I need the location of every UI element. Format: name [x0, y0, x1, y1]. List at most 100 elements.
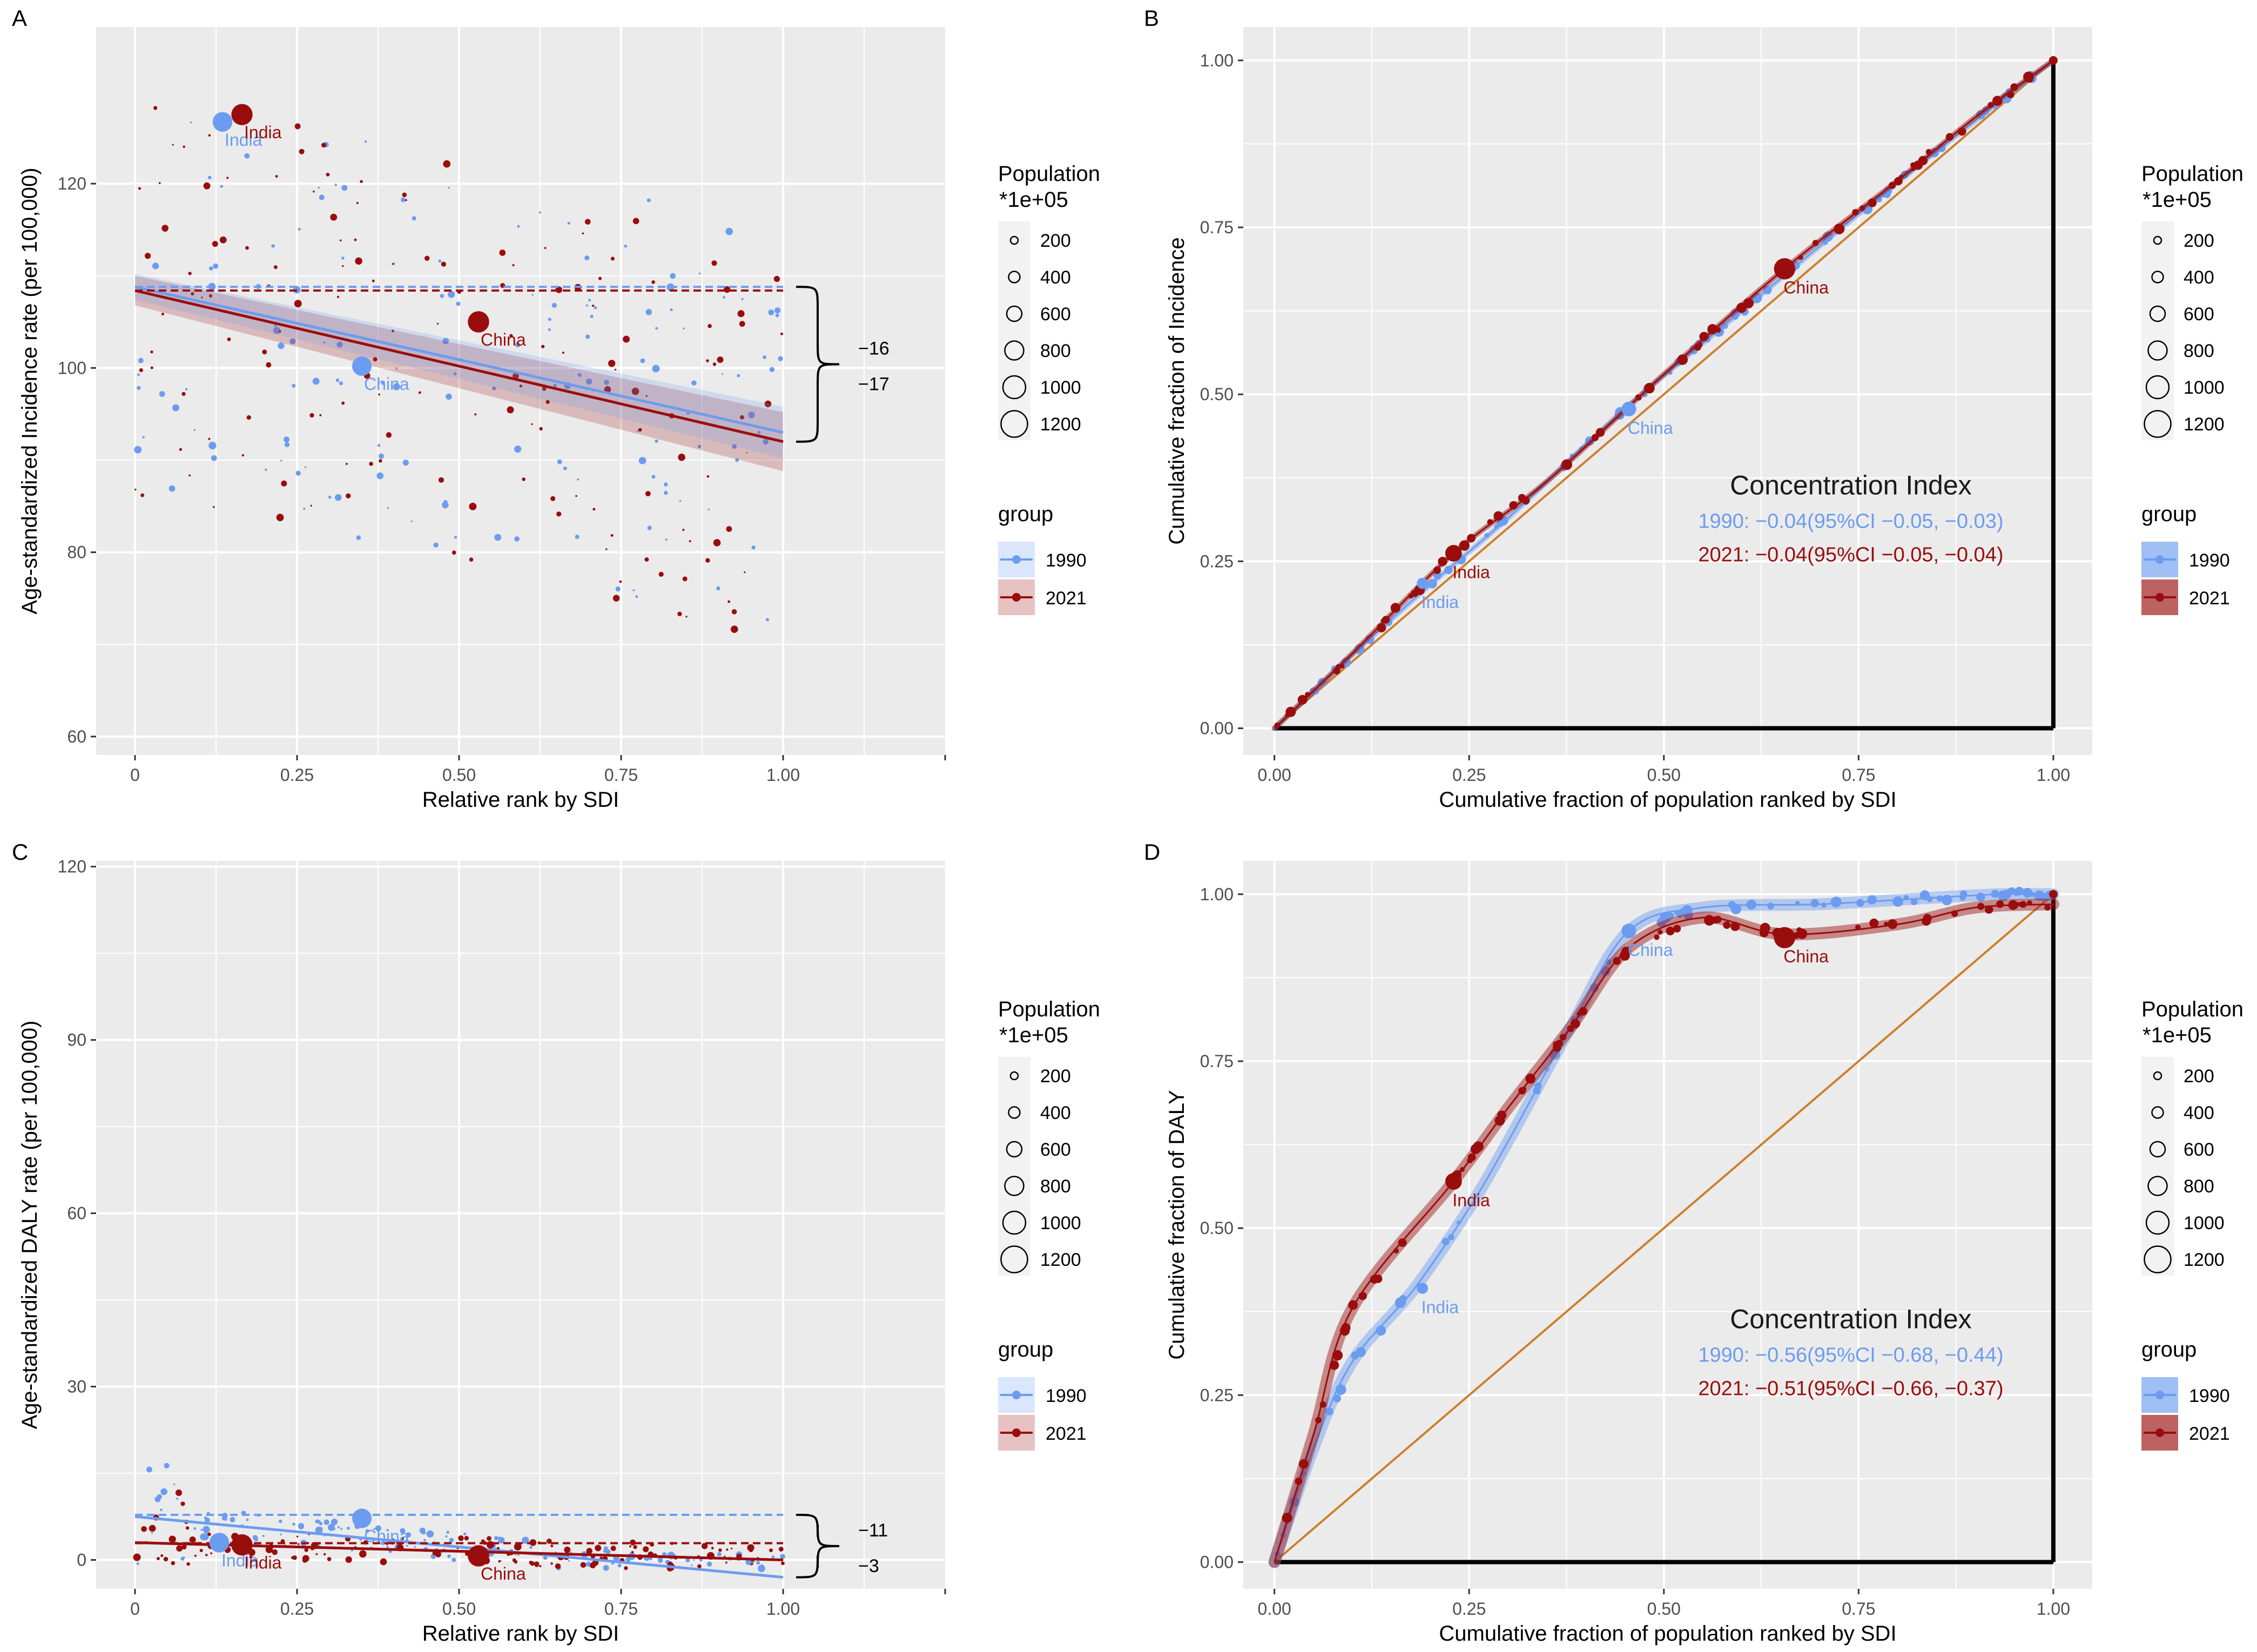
scatter-point-2021: [208, 134, 211, 137]
scatter-point-1990: [635, 595, 638, 598]
curve-point-1990: [1457, 1220, 1461, 1225]
scatter-point-1990: [494, 534, 502, 541]
scatter-point-2021: [677, 611, 682, 617]
scatter-point-2021: [643, 1546, 649, 1553]
scatter-point-2021: [592, 508, 596, 511]
scatter-point-2021: [186, 1562, 190, 1566]
scatter-point-1990: [319, 194, 325, 200]
scatter-point-1990: [443, 500, 448, 504]
scatter-point-2021: [172, 144, 174, 146]
scatter-point-2021: [575, 495, 577, 497]
curve-point-1990: [1448, 1234, 1454, 1240]
scatter-point-1990: [246, 1518, 249, 1521]
scatter-point-2021: [737, 310, 745, 318]
scatter-point-1990: [341, 185, 348, 191]
scatter-point-2021: [292, 1555, 297, 1560]
x-tick-label: 0.25: [280, 1599, 314, 1619]
point-india-1990: [1417, 1283, 1429, 1294]
scatter-point-2021: [391, 329, 394, 333]
scatter-point-2021: [780, 332, 784, 335]
scatter-point-1990: [274, 325, 277, 327]
scatter-point-1990: [605, 1549, 611, 1554]
legend-group-dot: [1012, 1391, 1021, 1399]
scatter-point-1990: [539, 211, 542, 214]
scatter-point-2021: [359, 1550, 367, 1558]
legend-group-label: 2021: [2189, 588, 2230, 609]
scatter-point-2021: [436, 322, 439, 325]
curve-point-1990: [1810, 899, 1819, 908]
legend-size-key: [1002, 375, 1027, 400]
legend-size-label: 200: [1040, 1066, 1071, 1087]
panel-letter: D: [1144, 839, 1160, 865]
scatter-point-1990: [244, 153, 250, 159]
scatter-point-1990: [758, 1565, 765, 1573]
scatter-point-2021: [278, 330, 281, 333]
scatter-point-1990: [590, 314, 594, 319]
legend-population-subtitle: *1e+05: [999, 188, 1068, 212]
legend-size-label: 1200: [1040, 1250, 1081, 1270]
curve-point-2021: [1996, 900, 2004, 908]
scatter-point-1990: [585, 304, 588, 307]
scatter-point-1990: [200, 1528, 203, 1531]
scatter-point-2021: [512, 264, 515, 267]
curve-point-2021: [1704, 915, 1714, 925]
scatter-point-1990: [603, 1549, 607, 1553]
scatter-point-2021: [373, 357, 378, 362]
scatter-point-2021: [191, 292, 194, 296]
curve-point-2021: [1348, 1300, 1358, 1310]
scatter-point-2021: [619, 580, 622, 583]
scatter-point-2021: [522, 477, 525, 481]
legend-size-key: [2149, 305, 2166, 322]
scatter-point-2021: [610, 534, 614, 537]
scatter-point-1990: [563, 466, 567, 470]
legend-population-title: Population: [2141, 162, 2243, 186]
scatter-point-1990: [448, 186, 450, 189]
scatter-point-1990: [419, 1527, 426, 1534]
scatter-point-2021: [297, 1543, 300, 1546]
scatter-point-2021: [227, 337, 231, 341]
scatter-point-1990: [746, 451, 748, 454]
point-label-india: India: [1421, 592, 1459, 612]
curve-point-2021: [1694, 343, 1702, 351]
curve-point-2021: [1433, 567, 1441, 574]
scatter-point-1990: [452, 1557, 456, 1562]
scatter-point-2021: [424, 255, 430, 261]
x-tick-label: 0.75: [1842, 1599, 1875, 1619]
scatter-point-2021: [711, 1547, 714, 1549]
legend-size-label: 1200: [1040, 414, 1081, 435]
scatter-point-1990: [292, 1522, 295, 1526]
scatter-point-1990: [137, 373, 140, 376]
scatter-point-1990: [208, 441, 217, 450]
scatter-point-2021: [724, 1555, 726, 1557]
scatter-point-1990: [331, 1519, 338, 1526]
scatter-point-1990: [423, 1532, 426, 1534]
scatter-point-1990: [645, 309, 652, 315]
difference-label-2021: −3: [858, 1556, 879, 1576]
point-label-india: India: [1421, 1297, 1459, 1317]
scatter-point-2021: [562, 351, 564, 354]
scatter-point-1990: [205, 1518, 210, 1523]
legend-size-key: [2147, 1176, 2168, 1196]
scatter-point-1990: [203, 1526, 210, 1534]
scatter-point-1990: [207, 176, 212, 179]
curve-point-1990: [1910, 898, 1918, 906]
scatter-point-1990: [698, 272, 701, 275]
x-tick-label: 0.50: [1647, 1599, 1681, 1619]
curve-point-1990: [1767, 902, 1774, 909]
legend-group-dot: [2155, 593, 2164, 602]
scatter-point-2021: [550, 1562, 553, 1565]
curve-point-1990: [1668, 370, 1673, 375]
curve-point-2021: [2019, 901, 2027, 908]
scatter-point-2021: [203, 182, 211, 190]
panel-letter: C: [12, 839, 28, 865]
legend-population-subtitle: *1e+05: [999, 1023, 1068, 1047]
scatter-point-1990: [529, 1546, 533, 1549]
curve-point-2021: [1798, 255, 1803, 260]
scatter-point-1990: [134, 446, 142, 454]
x-tick-label: 1.00: [766, 1599, 800, 1619]
scatter-point-2021: [134, 488, 137, 491]
scatter-point-2021: [697, 1564, 702, 1569]
scatter-point-1990: [567, 221, 570, 225]
scatter-point-2021: [726, 526, 732, 532]
